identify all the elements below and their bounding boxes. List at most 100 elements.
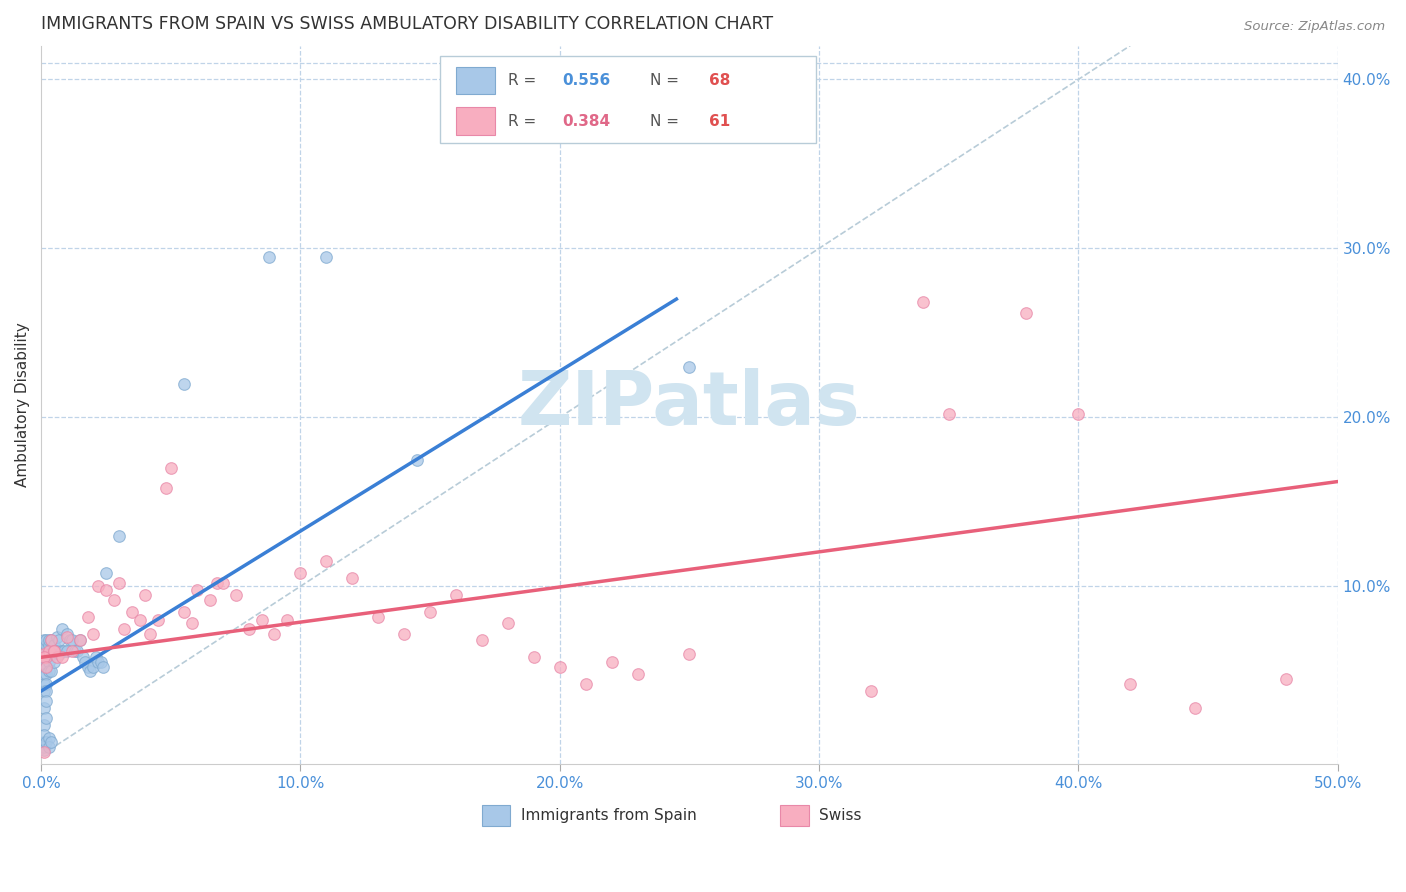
Point bbox=[53, 643, 76, 657]
Text: R =: R = bbox=[508, 113, 541, 128]
Point bbox=[76, 660, 98, 674]
Point bbox=[406, 452, 429, 467]
Point bbox=[35, 639, 58, 653]
Point bbox=[1274, 672, 1296, 686]
Point bbox=[38, 639, 60, 653]
Point bbox=[32, 745, 55, 759]
Point bbox=[315, 554, 337, 568]
Point bbox=[35, 650, 58, 665]
Point bbox=[678, 647, 700, 661]
Text: ZIPatlas: ZIPatlas bbox=[517, 368, 860, 442]
Text: Source: ZipAtlas.com: Source: ZipAtlas.com bbox=[1244, 20, 1385, 33]
Point bbox=[32, 633, 55, 648]
Point bbox=[35, 650, 58, 665]
Point bbox=[87, 656, 110, 670]
Point bbox=[45, 630, 67, 644]
Point bbox=[38, 647, 60, 661]
Point bbox=[32, 684, 55, 698]
Point bbox=[225, 588, 247, 602]
FancyBboxPatch shape bbox=[456, 107, 495, 135]
Point bbox=[60, 633, 83, 648]
Text: 0.384: 0.384 bbox=[562, 113, 610, 128]
Point bbox=[1184, 701, 1206, 715]
Point bbox=[1067, 407, 1090, 421]
Point bbox=[121, 605, 143, 619]
Point bbox=[32, 643, 55, 657]
Point bbox=[211, 576, 233, 591]
Point bbox=[250, 613, 273, 627]
Point bbox=[41, 633, 63, 648]
Point bbox=[198, 592, 221, 607]
Point bbox=[42, 639, 65, 653]
Point bbox=[35, 660, 58, 674]
Text: R =: R = bbox=[508, 73, 541, 88]
Point bbox=[38, 739, 60, 754]
Point bbox=[35, 660, 58, 674]
Text: Immigrants from Spain: Immigrants from Spain bbox=[520, 808, 696, 823]
Point bbox=[471, 633, 494, 648]
Point bbox=[859, 684, 882, 698]
Point bbox=[35, 667, 58, 681]
Point bbox=[155, 481, 177, 495]
Text: N =: N = bbox=[651, 73, 685, 88]
Point bbox=[35, 694, 58, 708]
Point bbox=[76, 609, 98, 624]
Point bbox=[90, 656, 112, 670]
Point bbox=[35, 677, 58, 691]
Point bbox=[32, 728, 55, 742]
Point bbox=[82, 626, 104, 640]
Point bbox=[82, 660, 104, 674]
Text: Swiss: Swiss bbox=[820, 808, 862, 823]
Point bbox=[108, 576, 131, 591]
Point bbox=[69, 633, 91, 648]
Point bbox=[35, 711, 58, 725]
Point bbox=[35, 643, 58, 657]
Point bbox=[139, 626, 162, 640]
Point bbox=[42, 643, 65, 657]
Point bbox=[367, 609, 389, 624]
Point bbox=[173, 605, 195, 619]
Point bbox=[159, 461, 181, 475]
Point bbox=[342, 571, 364, 585]
Point bbox=[444, 588, 467, 602]
Point bbox=[41, 664, 63, 678]
Point bbox=[263, 626, 285, 640]
Point bbox=[32, 718, 55, 732]
Point bbox=[180, 616, 202, 631]
Point bbox=[678, 359, 700, 374]
Point bbox=[93, 660, 115, 674]
Point bbox=[575, 677, 598, 691]
Point bbox=[63, 643, 86, 657]
Point bbox=[32, 667, 55, 681]
Point bbox=[238, 622, 260, 636]
Point bbox=[35, 633, 58, 648]
Point bbox=[38, 643, 60, 657]
Point bbox=[626, 667, 648, 681]
Point bbox=[48, 647, 70, 661]
Point bbox=[51, 643, 73, 657]
Point bbox=[42, 643, 65, 657]
Point bbox=[32, 647, 55, 661]
Point bbox=[84, 650, 107, 665]
Point bbox=[276, 613, 298, 627]
Point bbox=[32, 739, 55, 754]
Point bbox=[290, 566, 312, 580]
Point bbox=[32, 743, 55, 757]
Point bbox=[72, 650, 94, 665]
Text: IMMIGRANTS FROM SPAIN VS SWISS AMBULATORY DISABILITY CORRELATION CHART: IMMIGRANTS FROM SPAIN VS SWISS AMBULATOR… bbox=[41, 15, 773, 33]
Text: 61: 61 bbox=[709, 113, 730, 128]
Point bbox=[32, 701, 55, 715]
Point bbox=[112, 622, 135, 636]
Point bbox=[75, 656, 97, 670]
Point bbox=[103, 592, 125, 607]
Point bbox=[134, 588, 156, 602]
Point bbox=[41, 647, 63, 661]
Point bbox=[94, 582, 117, 597]
Point bbox=[45, 643, 67, 657]
Point bbox=[42, 656, 65, 670]
Point bbox=[207, 576, 229, 591]
Point bbox=[69, 633, 91, 648]
Point bbox=[600, 656, 623, 670]
Point bbox=[41, 735, 63, 749]
Point bbox=[66, 643, 89, 657]
